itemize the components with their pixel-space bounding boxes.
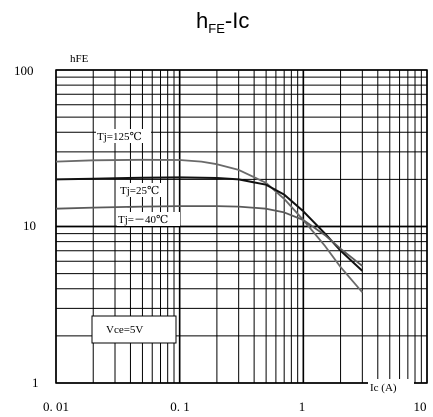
- y-axis-label: hFE: [70, 53, 89, 65]
- series-label-tj25-text: Tj=25℃: [120, 185, 159, 197]
- x-tick-label-10: 10: [414, 399, 427, 414]
- series-label-tj125-text: Tj=125℃: [97, 131, 142, 143]
- y-tick-label-100: 100: [14, 63, 34, 78]
- x-tick-label-1: 1: [299, 399, 306, 414]
- chart-title: hFE-Ic: [196, 8, 249, 36]
- x-axis-label: Ic (A): [370, 382, 397, 394]
- y-tick-label-1: 1: [32, 375, 39, 390]
- series-label-tj125: Tj=125℃: [96, 129, 151, 143]
- title-rest: -Ic: [225, 8, 249, 33]
- y-tick-label-10: 10: [23, 218, 36, 233]
- series-layer: [55, 158, 363, 293]
- title-subscript: FE: [208, 21, 225, 36]
- title-main: h: [196, 8, 208, 33]
- x-tick-label-0.01: 0. 01: [43, 399, 69, 414]
- series-line-0: [55, 158, 363, 293]
- x-tick-label-0.1: 0. 1: [170, 399, 190, 414]
- series-line-1: [55, 176, 363, 272]
- vce-annotation: Vce=5V: [91, 315, 177, 344]
- series-label-tj-40-text: Tj=－40℃: [118, 214, 168, 226]
- series-label-tj25: Tj=25℃: [119, 183, 166, 197]
- series-line-2: [55, 205, 363, 267]
- vce-annotation-text: Vce=5V: [106, 324, 143, 336]
- series-label-tj-40: Tj=－40℃: [117, 212, 180, 226]
- plot-border: [55, 69, 428, 384]
